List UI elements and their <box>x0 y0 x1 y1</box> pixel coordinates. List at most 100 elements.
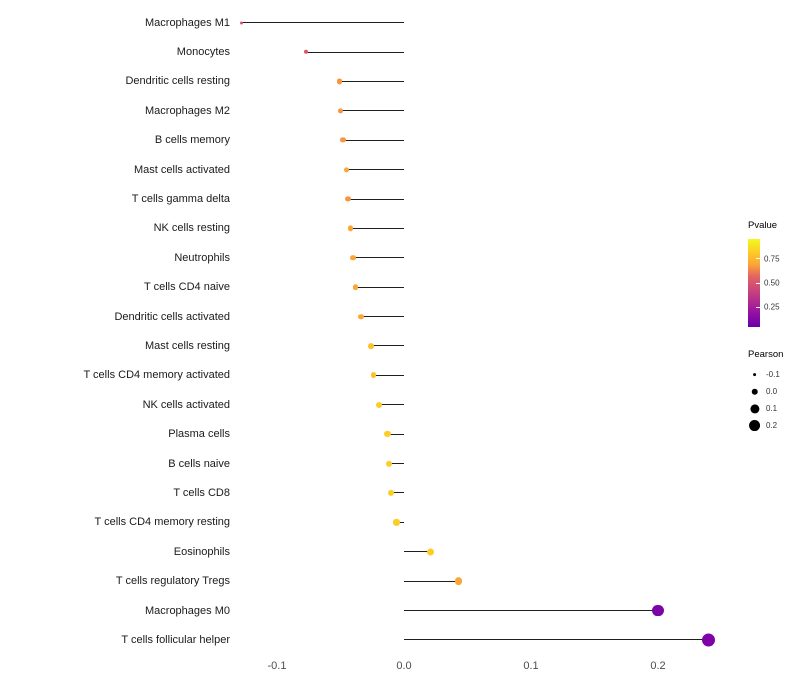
pearson-size-legend: -0.1 0.0 0.1 0.2 <box>748 366 800 434</box>
category-label: T cells CD4 memory resting <box>94 516 231 529</box>
lollipop-stem <box>404 610 658 611</box>
row-plot-area <box>240 419 745 448</box>
pvalue-tick-label: 0.25 <box>764 302 780 312</box>
pearson-size-label: -0.1 <box>766 370 780 379</box>
chart-row: Dendritic cells activated <box>0 302 745 331</box>
row-plot-area <box>240 37 745 66</box>
lollipop-stem <box>346 169 404 171</box>
pearson-size-label: 0.2 <box>766 421 778 430</box>
lollipop-stem <box>387 433 404 435</box>
category-label: Monocytes <box>176 46 230 59</box>
pearson-size-entry: 0.1 <box>748 400 800 417</box>
row-plot-area <box>240 566 745 595</box>
x-tick-label: 0.1 <box>523 660 539 672</box>
chart-row: NK cells activated <box>0 390 745 419</box>
lollipop-stem <box>370 345 404 347</box>
pvalue-tick-mark <box>756 258 760 260</box>
row-plot-area <box>240 537 745 566</box>
lollipop-dot <box>347 225 354 232</box>
lollipop-dot <box>340 137 346 143</box>
pearson-size-label: 0.0 <box>766 387 778 396</box>
row-plot-area <box>240 625 745 654</box>
chart-row: B cells naive <box>0 449 745 478</box>
pvalue-gradient-bar <box>748 239 760 327</box>
lollipop-stem <box>348 198 404 200</box>
pearson-size-label: 0.1 <box>766 404 778 413</box>
lollipop-dot <box>702 633 716 647</box>
row-plot-area <box>240 273 745 302</box>
lollipop-dot <box>353 284 359 290</box>
lollipop-stem <box>404 639 709 641</box>
lollipop-dot <box>393 519 400 526</box>
row-plot-area <box>239 8 745 37</box>
chart-row: Mast cells activated <box>0 155 745 184</box>
lollipop-dot <box>388 489 395 497</box>
row-plot-area <box>240 243 745 272</box>
lollipop-stem <box>343 139 404 141</box>
category-label: T cells CD4 naive <box>144 281 230 294</box>
category-label: Dendritic cells activated <box>114 310 230 323</box>
row-plot-area <box>240 67 745 96</box>
category-label: Dendritic cells resting <box>125 75 230 88</box>
category-label: T cells follicular helper <box>121 633 230 646</box>
chart-row: Monocytes <box>0 37 745 66</box>
lollipop-dot <box>303 49 309 55</box>
pvalue-tick-label: 0.75 <box>764 254 780 264</box>
category-label: Mast cells activated <box>134 163 230 176</box>
row-plot-area <box>240 126 745 155</box>
category-label: Neutrophils <box>174 251 230 264</box>
lollipop-stem <box>396 521 404 523</box>
pvalue-gradient-legend: 0.75 0.50 0.25 <box>748 239 800 327</box>
lollipop-stem <box>391 492 404 494</box>
pearson-size-dot-box <box>748 402 761 415</box>
lollipop-stem <box>388 463 404 465</box>
chart-row: T cells follicular helper <box>0 625 745 654</box>
row-plot-area <box>240 302 745 331</box>
category-label: NK cells resting <box>153 222 230 235</box>
row-plot-area <box>240 449 745 478</box>
lollipop-stem <box>241 22 404 24</box>
row-plot-area <box>240 508 745 537</box>
lollipop-dot <box>368 343 374 349</box>
lollipop-dot <box>384 431 391 438</box>
pearson-size-dot-box <box>748 419 761 432</box>
lollipop-dot <box>350 255 356 261</box>
row-plot-area <box>240 184 745 213</box>
lollipop-stem <box>306 51 404 53</box>
category-label: Macrophages M1 <box>145 16 230 29</box>
lollipop-stem <box>350 227 404 229</box>
chart-row: T cells CD4 memory activated <box>0 361 745 390</box>
row-plot-area <box>240 214 745 243</box>
row-plot-area <box>240 331 745 360</box>
lollipop-dot <box>336 78 342 85</box>
lollipop-stem <box>339 80 404 82</box>
category-label: Macrophages M0 <box>145 604 230 617</box>
chart-row: T cells CD4 memory resting <box>0 508 745 537</box>
row-plot-area <box>240 155 745 184</box>
lollipop-dot <box>427 548 435 556</box>
chart-row: Plasma cells <box>0 419 745 448</box>
row-plot-area <box>240 390 745 419</box>
lollipop-stem <box>360 316 404 318</box>
category-label: B cells memory <box>154 134 230 147</box>
row-plot-area <box>240 596 745 625</box>
lollipop-dot <box>375 401 382 408</box>
chart-row: Macrophages M2 <box>0 96 745 125</box>
x-axis: -0.1 0.0 0.1 0.2 <box>240 660 745 680</box>
pearson-size-dot-box <box>748 385 761 398</box>
chart-row: T cells regulatory Tregs <box>0 566 745 595</box>
chart-row: Dendritic cells resting <box>0 67 745 96</box>
legend-panel: Pvalue 0.75 0.50 0.25 Pearson -0.1 0.0 0.1 0.… <box>748 220 800 434</box>
category-label: T cells regulatory Tregs <box>115 575 230 588</box>
pearson-size-entry: 0.0 <box>748 383 800 400</box>
chart-row: Neutrophils <box>0 243 745 272</box>
lollipop-dot <box>370 372 377 379</box>
lollipop-stem <box>353 257 404 259</box>
category-label: T cells CD8 <box>173 486 230 499</box>
lollipop-dot <box>239 21 243 25</box>
pvalue-legend-title: Pvalue <box>748 220 778 231</box>
category-label: Macrophages M2 <box>145 104 230 117</box>
lollipop-dot <box>454 577 463 585</box>
row-plot-area <box>240 361 745 390</box>
x-tick-label: 0.2 <box>650 660 666 672</box>
